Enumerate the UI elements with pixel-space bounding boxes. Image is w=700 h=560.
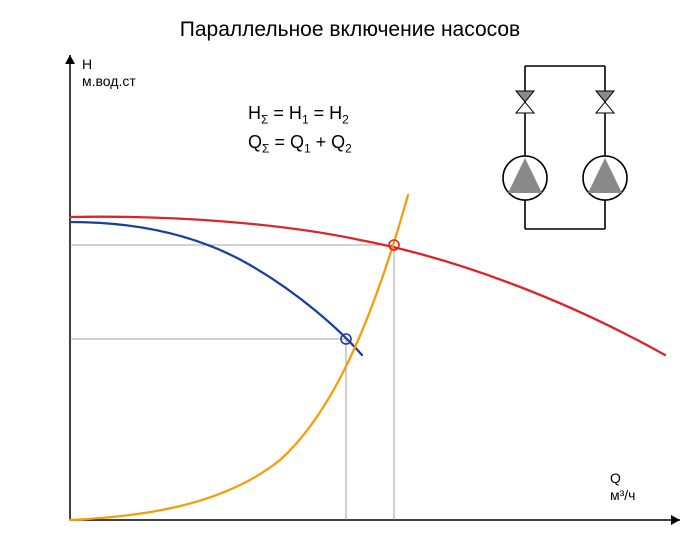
guide-lines bbox=[70, 245, 394, 520]
pump-schematic bbox=[503, 66, 627, 229]
curves bbox=[70, 195, 665, 520]
axes bbox=[65, 55, 680, 525]
pump-chart bbox=[0, 0, 700, 560]
